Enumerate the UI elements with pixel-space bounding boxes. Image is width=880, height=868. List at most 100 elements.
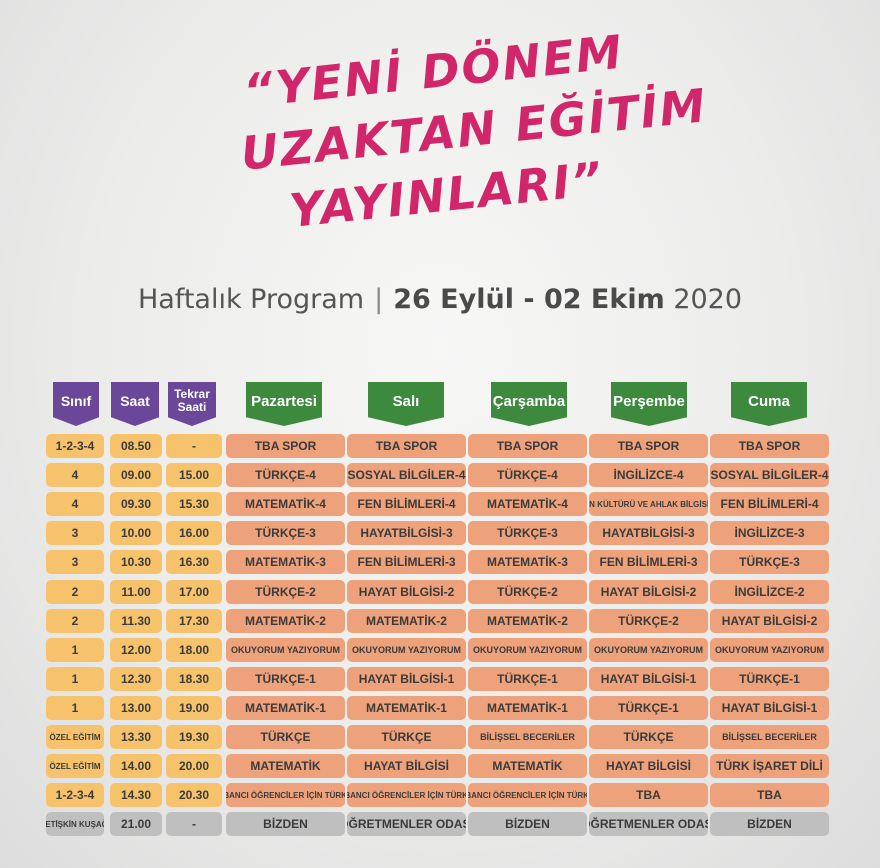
cell-friday: FEN BİLİMLERİ-4 [710,492,829,516]
cell-wednesday: BİLİŞSEL BECERİLER [468,725,587,749]
cell-friday: TÜRK İŞARET DİLİ [710,754,829,778]
cell-tuesday: HAYAT BİLGİSİ-1 [347,667,466,691]
header-label: Perşembe [613,392,685,410]
header-label: Pazartesi [251,392,317,410]
cell-wednesday: TÜRKÇE-4 [468,463,587,487]
cell-friday: SOSYAL BİLGİLER-4 [710,463,829,487]
cell-tuesday: FEN BİLİMLERİ-4 [347,492,466,516]
cell-repeat-time: 18.00 [166,638,222,662]
cell-repeat-time: 15.30 [166,492,222,516]
cell-friday: TÜRKÇE-3 [710,550,829,574]
cell-monday: TÜRKÇE-2 [226,580,345,604]
cell-time: 14.30 [110,783,162,807]
cell-time: 10.30 [110,550,162,574]
subtitle-separator: | [374,284,384,315]
page-title: “YENİ DÖNEM UZAKTAN EĞİTİM YAYINLARI” [231,20,710,247]
cell-thursday: DİN KÜLTÜRÜ VE AHLAK BİLGİSİ 4 [589,492,708,516]
cell-friday: HAYAT BİLGİSİ-1 [710,696,829,720]
cell-wednesday: MATEMATİK [468,754,587,778]
cell-class: 4 [46,463,104,487]
cell-tuesday: HAYAT BİLGİSİ [347,754,466,778]
cell-wednesday: OKUYORUM YAZIYORUM [468,638,587,662]
cell-time: 13.30 [110,725,162,749]
cell-repeat-time: 15.00 [166,463,222,487]
header-carsamba: Çarşamba [491,382,567,426]
cell-tuesday: SOSYAL BİLGİLER-4 [347,463,466,487]
cell-thursday: HAYAT BİLGİSİ [589,754,708,778]
cell-thursday: OKUYORUM YAZIYORUM [589,638,708,662]
cell-monday: BİZDEN [226,812,345,836]
cell-thursday: TÜRKÇE-1 [589,696,708,720]
cell-class: 2 [46,580,104,604]
cell-time: 09.30 [110,492,162,516]
cell-tuesday: HAYATBİLGİSİ-3 [347,521,466,545]
subtitle-label: Haftalık Program [137,284,365,315]
cell-thursday: HAYATBİLGİSİ-3 [589,521,708,545]
cell-class: 1-2-3-4 [46,434,104,458]
cell-class: 1 [46,667,104,691]
cell-wednesday: MATEMATİK-2 [468,609,587,633]
cell-monday: MATEMATİK-2 [226,609,345,633]
cell-class: 1 [46,638,104,662]
cell-wednesday: TÜRKÇE-1 [468,667,587,691]
cell-thursday: FEN BİLİMLERİ-3 [589,550,708,574]
cell-repeat-time: 20.00 [166,754,222,778]
subtitle: Haftalık Program | 26 Eylül - 02 Ekim 2020 [0,284,880,315]
cell-tuesday: TBA SPOR [347,434,466,458]
cell-tuesday: TÜRKÇE [347,725,466,749]
header-label: Cuma [748,392,790,410]
cell-wednesday: MATEMATİK-1 [468,696,587,720]
cell-friday: BİZDEN [710,812,829,836]
cell-wednesday: TBA SPOR [468,434,587,458]
cell-thursday: HAYAT BİLGİSİ-1 [589,667,708,691]
cell-monday: TÜRKÇE-1 [226,667,345,691]
cell-tuesday: YABANCI ÖĞRENCİLER İÇİN TÜRKÇE [347,783,466,807]
cell-friday: İNGİLİZCE-3 [710,521,829,545]
cell-monday: TÜRKÇE [226,725,345,749]
cell-time: 12.30 [110,667,162,691]
cell-time: 09.00 [110,463,162,487]
cell-time: 21.00 [110,812,162,836]
cell-repeat-time: 17.30 [166,609,222,633]
cell-wednesday: TÜRKÇE-3 [468,521,587,545]
cell-wednesday: MATEMATİK-4 [468,492,587,516]
cell-monday: OKUYORUM YAZIYORUM [226,638,345,662]
cell-repeat-time: 16.00 [166,521,222,545]
cell-tuesday: HAYAT BİLGİSİ-2 [347,580,466,604]
subtitle-dates: 26 Eylül - 02 Ekim [393,284,665,315]
header-label: Çarşamba [492,392,566,410]
cell-repeat-time: 16.30 [166,550,222,574]
cell-friday: TÜRKÇE-1 [710,667,829,691]
cell-wednesday: YABANCI ÖĞRENCİLER İÇİN TÜRKÇE [468,783,587,807]
header-sali: Salı [368,382,444,426]
header-label: Salı [392,392,420,410]
cell-friday: İNGİLİZCE-2 [710,580,829,604]
subtitle-year: 2020 [673,284,743,315]
cell-monday: MATEMATİK [226,754,345,778]
cell-monday: TÜRKÇE-3 [226,521,345,545]
cell-friday: BİLİŞSEL BECERİLER [710,725,829,749]
cell-monday: MATEMATİK-3 [226,550,345,574]
cell-class: 4 [46,492,104,516]
header-tekrar-saati: Tekrar Saati [168,382,216,426]
header-pazartesi: Pazartesi [246,382,322,426]
cell-class: 1-2-3-4 [46,783,104,807]
cell-monday: YABANCI ÖĞRENCİLER İÇİN TÜRKÇE [226,783,345,807]
cell-thursday: TBA [589,783,708,807]
cell-time: 10.00 [110,521,162,545]
header-cuma: Cuma [731,382,807,426]
cell-repeat-time: 19.30 [166,725,222,749]
cell-thursday: İNGİLİZCE-4 [589,463,708,487]
cell-time: 08.50 [110,434,162,458]
header-label: Sınıf [60,393,92,409]
header-label: Saat [120,393,150,409]
cell-tuesday: FEN BİLİMLERİ-3 [347,550,466,574]
cell-class: YETİŞKİN KUŞAĞI [46,812,104,836]
cell-time: 14.00 [110,754,162,778]
cell-time: 11.00 [110,580,162,604]
cell-time: 12.00 [110,638,162,662]
cell-thursday: TÜRKÇE-2 [589,609,708,633]
cell-time: 13.00 [110,696,162,720]
cell-thursday: TBA SPOR [589,434,708,458]
cell-repeat-time: 18.30 [166,667,222,691]
